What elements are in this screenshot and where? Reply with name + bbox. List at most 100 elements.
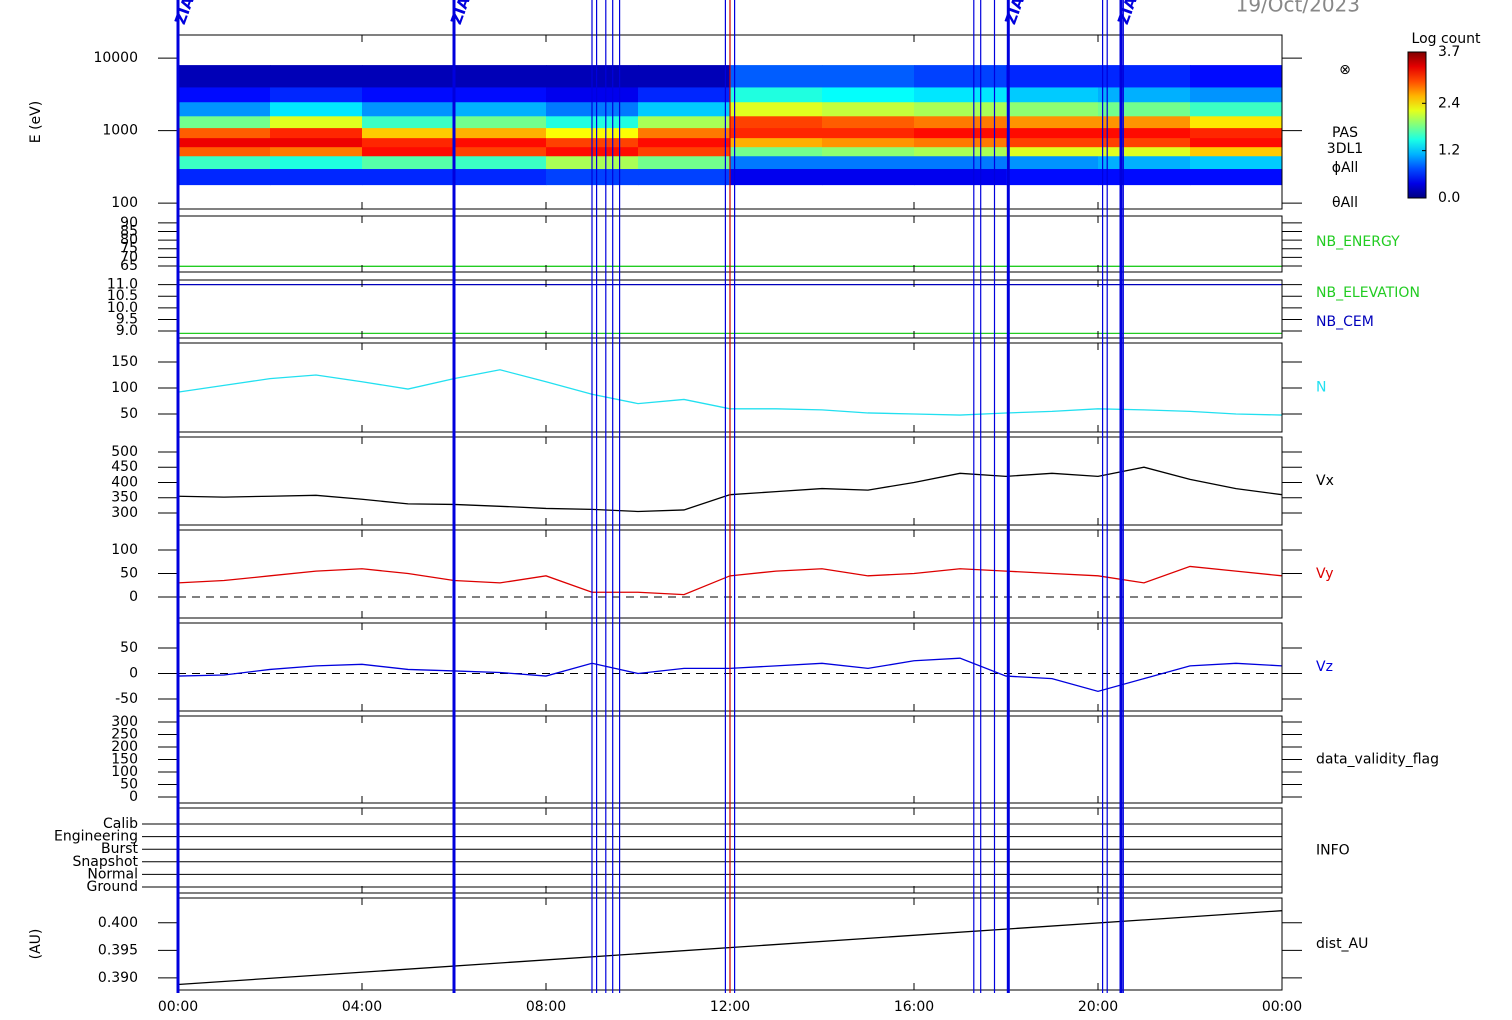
panel-label: ϕAll [1332,160,1359,176]
heatmap-cell [362,127,455,139]
y-tick-label: 0.395 [98,942,138,958]
heatmap-cell [914,65,1007,88]
heatmap-cell [178,127,271,139]
y-tick-label: 350 [111,490,138,506]
legend-label: N [1316,380,1326,396]
y-axis-label: (AU) [28,929,44,960]
heatmap-cell [638,101,731,117]
heatmap-cell [1098,115,1191,129]
heatmap-cell [638,168,731,186]
legend-label: Vy [1316,566,1334,582]
category-label: Ground [87,879,139,895]
heatmap-cell [1006,146,1099,157]
x-tick-label: 04:00 [342,999,382,1015]
heatmap-cell [1190,155,1283,170]
y-axis-label: E (eV) [28,101,44,143]
heatmap-cell [1098,168,1191,186]
y-tick-label: 11.0 [107,277,138,293]
legend-label: Vx [1316,473,1334,489]
colorbar-tick-label: 2.4 [1438,95,1460,111]
y-tick-label: 90 [120,215,138,231]
y-tick-label: 0 [129,789,138,805]
heatmap-cell [822,127,915,139]
heatmap-cell [454,65,547,88]
heatmap-cell [730,155,823,170]
heatmap-cell [914,115,1007,129]
colorbar-tick-label: 0.0 [1438,190,1460,206]
heatmap-cell [362,115,455,129]
y-tick-label: 10000 [93,50,138,66]
y-tick-label: 0 [129,589,138,605]
heatmap-cell [1098,137,1191,148]
x-tick-label: 00:00 [1262,999,1302,1015]
heatmap-cell [1190,137,1283,148]
y-tick-label: 100 [111,542,138,558]
heatmap-cell [454,86,547,103]
y-tick-label: 300 [111,714,138,730]
legend-label: data_validity_flag [1316,752,1439,768]
heatmap-cell [914,137,1007,148]
heatmap-cell [638,115,731,129]
chart-title: 19/Oct/2023 [1236,0,1360,17]
legend-label: dist_AU [1316,936,1368,952]
heatmap-cell [730,127,823,139]
y-tick-label: 100 [111,195,138,211]
heatmap-cell [270,65,363,88]
heatmap-cell [1006,101,1099,117]
heatmap-cell [1006,127,1099,139]
y-tick-label: 10.0 [107,300,138,316]
colorbar-label: Log count [1412,31,1481,47]
y-tick-label: 0.400 [98,915,138,931]
heatmap-cell [638,146,731,157]
panel-label: θAll [1332,195,1358,211]
event-label: ZIAS [1001,0,1031,27]
heatmap-cell [178,168,271,186]
heatmap-cell [914,146,1007,157]
heatmap-cell [730,86,823,103]
y-tick-label: 250 [111,727,138,743]
y-tick-label: 150 [111,752,138,768]
y-tick-label: 50 [120,777,138,793]
heatmap-cell [1098,155,1191,170]
heatmap-cell [914,155,1007,170]
heatmap-cell [1190,146,1283,157]
heatmap-cell [1190,101,1283,117]
y-tick-label: 75 [120,241,138,257]
heatmap-cell [822,155,915,170]
heatmap-cell [270,146,363,157]
y-tick-label: -50 [115,691,138,707]
y-tick-label: 0.390 [98,970,138,986]
heatmap-cell [730,65,823,88]
heatmap-cell [638,86,731,103]
event-label: ZIAS [1114,0,1144,27]
heatmap-cell [1098,101,1191,117]
colorbar-tick-label: 3.7 [1438,44,1460,60]
heatmap-cell [822,168,915,186]
heatmap-cell [1098,65,1191,88]
y-tick-label: 50 [120,640,138,656]
heatmap-cell [178,146,271,157]
heatmap-cell [1098,146,1191,157]
heatmap-cell [270,115,363,129]
legend-label: NB_ELEVATION [1316,285,1420,301]
y-tick-label: 85 [120,224,138,240]
heatmap-cell [270,127,363,139]
heatmap-cell [730,137,823,148]
category-label: Engineering [54,829,138,845]
heatmap-cell [1190,65,1283,88]
y-tick-label: 300 [111,505,138,521]
colorbar-tick-label: 1.2 [1438,143,1460,159]
heatmap-cell [362,65,455,88]
heatmap-cell [270,101,363,117]
heatmap-cell [178,115,271,129]
heatmap-cell [454,146,547,157]
heatmap-cell [178,65,271,88]
heatmap-cell [822,115,915,129]
heatmap-cell [454,101,547,117]
x-tick-label: 00:00 [158,999,198,1015]
y-tick-label: 200 [111,739,138,755]
heatmap-cell [270,137,363,148]
x-tick-label: 12:00 [710,999,750,1015]
